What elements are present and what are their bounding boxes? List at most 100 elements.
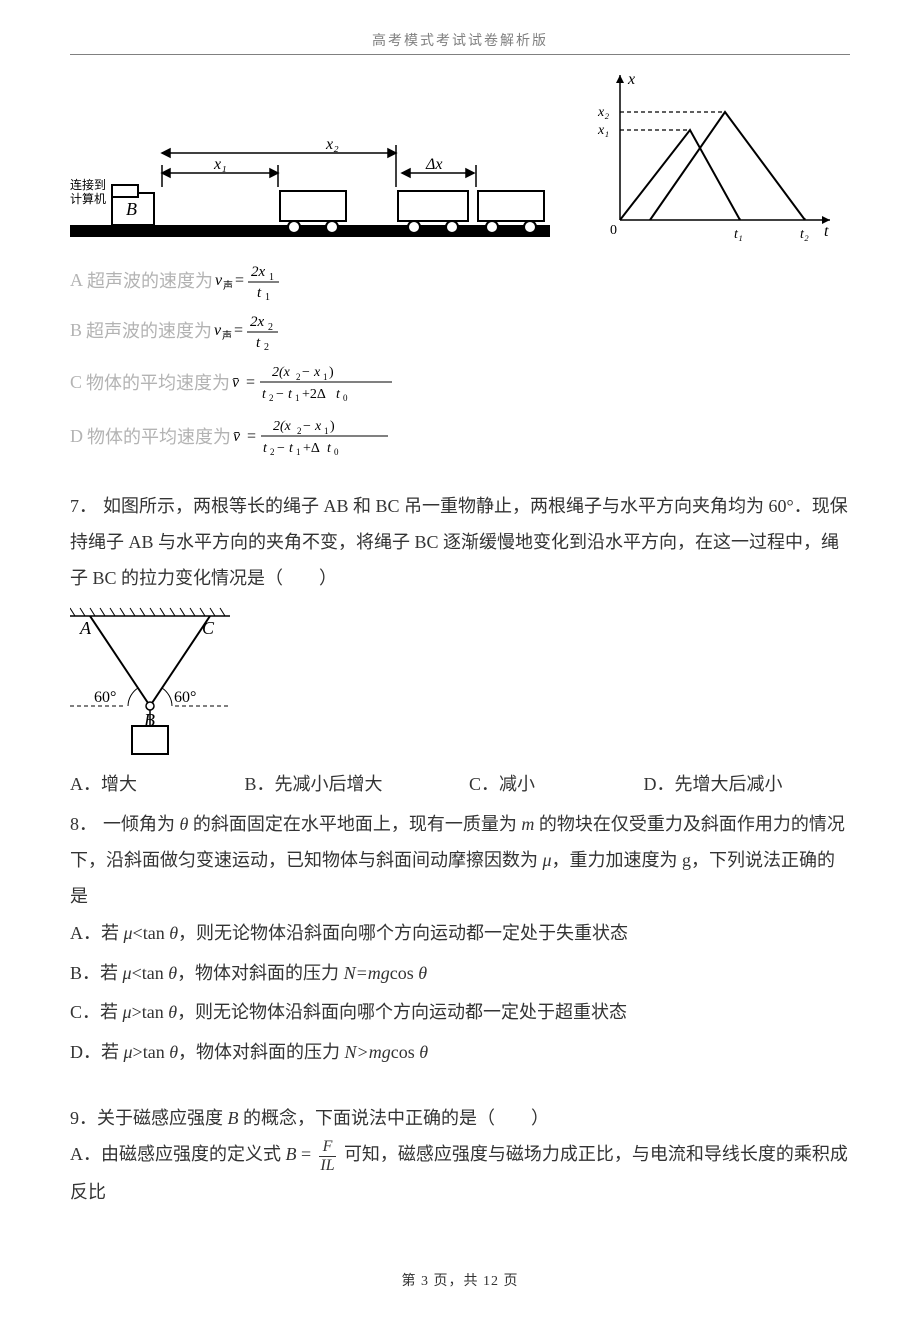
- y-axis-arrow: [616, 75, 624, 83]
- q8-opt-D: D．若 μ>tan θ，物体对斜面的压力 N>mgcos θ: [70, 1033, 850, 1073]
- rope-label-C: C: [202, 618, 215, 638]
- svg-text:2: 2: [270, 447, 275, 457]
- option-C-letter: C: [70, 372, 82, 393]
- svg-text:+Δ: +Δ: [303, 441, 320, 456]
- option-B-letter: B: [70, 320, 82, 341]
- footer-total: 12: [483, 1274, 499, 1289]
- page-header-title: 高考模式考试试卷解析版: [70, 30, 850, 50]
- svg-text:2: 2: [297, 426, 302, 436]
- svg-text:0: 0: [334, 447, 339, 457]
- svg-text:1: 1: [323, 372, 328, 382]
- footer-suffix: 页: [499, 1274, 519, 1289]
- svg-text:2x: 2x: [250, 314, 265, 330]
- svg-text:): ): [329, 365, 334, 380]
- option-C: C 物体的平均速度为 v̄ = 2(x 2 − x 1 ) t 2 − t 1 …: [70, 360, 850, 404]
- connect-label-line2: 计算机: [70, 191, 106, 206]
- header-divider: [70, 54, 850, 55]
- rope-label-A: A: [79, 618, 92, 638]
- svg-text:2x: 2x: [251, 264, 266, 280]
- q7-choice-D: D．先增大后减小: [644, 766, 783, 802]
- svg-text:v: v: [215, 272, 223, 289]
- svg-text:1: 1: [296, 447, 301, 457]
- dim-x1: x₁: [213, 156, 227, 173]
- dim-dx: Δx: [425, 156, 443, 173]
- triangle-1: [620, 130, 740, 220]
- svg-text:x: x: [314, 419, 322, 434]
- svg-text:): ): [330, 419, 335, 434]
- sensor-top: [112, 185, 138, 197]
- q9-number: 9．: [70, 1108, 97, 1128]
- svg-text:t: t: [262, 387, 267, 402]
- formula-D: v̄ = 2(x 2 − x 1 ) t 2 − t 1 +Δ t 0: [233, 414, 403, 458]
- svg-text:t: t: [288, 387, 293, 402]
- xtick-t1: t₁: [734, 227, 743, 242]
- question-8: 8．一倾角为 θ 的斜面固定在水平地面上，现有一质量为 m 的物块在仅受重力及斜…: [70, 806, 850, 914]
- q9-formula-den: IL: [320, 1157, 334, 1174]
- q9-formula-frac: F IL: [319, 1139, 337, 1174]
- ultrasound-diagram: 连接到 计算机 B: [70, 125, 550, 255]
- option-A: A 超声波的速度为 v 声 = 2x 1 t 1: [70, 260, 850, 300]
- option-D-text: 物体的平均速度为: [87, 423, 231, 449]
- svg-text:声: 声: [223, 279, 233, 292]
- q7-choice-C: C．减小: [469, 766, 639, 802]
- option-D: D 物体的平均速度为 v̄ = 2(x 2 − x 1 ) t 2 − t 1 …: [70, 414, 850, 458]
- svg-text:v: v: [214, 322, 222, 339]
- svg-text:=: =: [235, 272, 244, 289]
- svg-text:=: =: [234, 322, 243, 339]
- dim-x2: x₂: [325, 136, 339, 153]
- svg-text:t: t: [256, 335, 261, 350]
- q7-choice-B: B．先减小后增大: [245, 766, 465, 802]
- q8-text: 一倾角为 θ 的斜面固定在水平地面上，现有一质量为 m 的物块在仅受重力及斜面作…: [70, 814, 845, 906]
- svg-text:t: t: [263, 441, 268, 456]
- option-A-text: 超声波的速度为: [87, 267, 213, 293]
- svg-text:1: 1: [295, 393, 300, 403]
- q9-formula-eq: =: [301, 1144, 311, 1164]
- footer-mid: 页，共: [429, 1274, 483, 1289]
- question-9: 9．关于磁感应强度 B 的概念，下面说法中正确的是（ ） A．由磁感应强度的定义…: [70, 1100, 850, 1209]
- svg-text:=: =: [246, 374, 255, 391]
- q7-choice-A: A．增大: [70, 766, 240, 802]
- origin-label: 0: [610, 223, 617, 238]
- svg-text:2: 2: [264, 342, 269, 350]
- q9-formula-B: B: [286, 1144, 297, 1164]
- rope-diagram: A C 60° 60° B: [70, 606, 230, 756]
- weight-box: [132, 726, 168, 754]
- y-axis-label: x: [627, 71, 635, 88]
- svg-text:+2Δ: +2Δ: [302, 387, 326, 402]
- svg-text:−: −: [276, 387, 284, 402]
- svg-text:=: =: [247, 428, 256, 445]
- sensor-box-label: B: [126, 199, 137, 219]
- q7-text: 如图所示，两根等长的绳子 AB 和 BC 吊一重物静止，两根绳子与水平方向夹角均…: [70, 496, 848, 588]
- svg-text:v̄: v̄: [232, 374, 240, 391]
- q7-number: 7．: [70, 496, 97, 516]
- q8-opt-A: A．若 μ<tan θ，则无论物体沿斜面向哪个方向运动都一定处于失重状态: [70, 914, 850, 954]
- option-C-text: 物体的平均速度为: [86, 369, 230, 395]
- q8-options: A．若 μ<tan θ，则无论物体沿斜面向哪个方向运动都一定处于失重状态 B．若…: [70, 914, 850, 1072]
- q9-stem: 9．关于磁感应强度 B 的概念，下面说法中正确的是（ ）: [70, 1100, 850, 1136]
- q9-formula-num: F: [319, 1139, 337, 1157]
- svg-text:v̄: v̄: [233, 428, 241, 445]
- svg-text:−: −: [277, 441, 285, 456]
- svg-text:2: 2: [269, 393, 274, 403]
- xt-chart: x t 0 x₁ x₂ t₁ t₂: [580, 70, 840, 250]
- formula-C: v̄ = 2(x 2 − x 1 ) t 2 − t 1 +2Δ t 0: [232, 360, 402, 404]
- option-A-letter: A: [70, 270, 83, 291]
- ytick-x1: x₁: [597, 123, 609, 138]
- option-B: B 超声波的速度为 v 声 = 2x 2 t 2: [70, 310, 850, 350]
- q9-text: 关于磁感应强度 B 的概念，下面说法中正确的是（ ）: [97, 1108, 549, 1128]
- connect-label-line1: 连接到: [70, 177, 106, 192]
- xtick-t2: t₂: [800, 227, 809, 242]
- svg-text:t: t: [336, 387, 341, 402]
- x-axis-label: t: [824, 223, 829, 240]
- svg-text:声: 声: [222, 329, 232, 342]
- formula-A: v 声 = 2x 1 t 1: [215, 260, 305, 300]
- svg-text:1: 1: [324, 426, 329, 436]
- svg-text:−: −: [303, 419, 311, 434]
- q7-choices: A．增大 B．先减小后增大 C．减小 D．先增大后减小: [70, 766, 850, 802]
- option-D-letter: D: [70, 426, 83, 447]
- svg-text:2: 2: [296, 372, 301, 382]
- q9-opt-A: A．由磁感应强度的定义式 B = F IL 可知，磁感应强度与磁场力成正比，与电…: [70, 1136, 850, 1209]
- ytick-x2: x₂: [597, 105, 609, 120]
- question-7: 7．如图所示，两根等长的绳子 AB 和 BC 吊一重物静止，两根绳子与水平方向夹…: [70, 488, 850, 596]
- q8-opt-B: B．若 μ<tan θ，物体对斜面的压力 N=mgcos θ: [70, 954, 850, 994]
